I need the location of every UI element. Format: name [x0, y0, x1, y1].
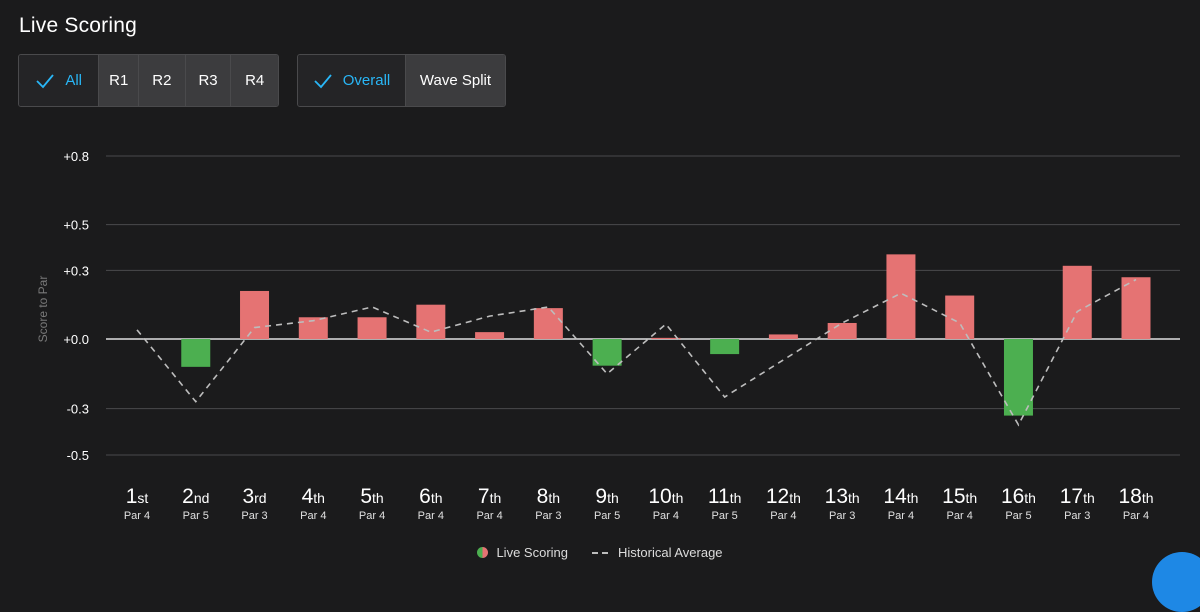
- x-tick-label: 6th: [419, 485, 442, 508]
- bar: [1062, 265, 1092, 339]
- legend-label: Live Scoring: [496, 545, 568, 560]
- bar: [240, 290, 270, 339]
- bar: [768, 334, 798, 339]
- round-option-r3[interactable]: R3: [184, 55, 231, 106]
- live-scoring-swatch-icon: [477, 547, 489, 558]
- x-tick-par-label: Par 4: [888, 510, 914, 522]
- page-title: Live Scoring: [19, 14, 137, 37]
- round-option-label: R2: [152, 72, 172, 89]
- x-tick-par-label: Par 3: [535, 510, 561, 522]
- x-tick-par-label: Par 4: [653, 510, 679, 522]
- bar: [181, 339, 211, 367]
- x-tick-par-label: Par 4: [300, 510, 326, 522]
- x-tick-label: 4th: [302, 485, 325, 508]
- help-bubble-button[interactable]: [1152, 552, 1200, 612]
- dashed-line-icon: [592, 551, 612, 554]
- bar: [1121, 277, 1151, 339]
- bar: [1003, 339, 1033, 416]
- bar: [416, 304, 446, 339]
- x-tick-label: 2nd: [182, 485, 209, 508]
- round-option-r4[interactable]: R4: [230, 55, 278, 106]
- bar: [651, 337, 681, 339]
- bar: [357, 317, 387, 339]
- view-option-label: Wave Split: [419, 72, 492, 89]
- x-tick-par-label: Par 3: [1064, 510, 1090, 522]
- y-tick-label: -0.5: [67, 448, 89, 463]
- round-option-label: All: [65, 72, 83, 89]
- x-tick-par-label: Par 5: [594, 510, 620, 522]
- chart-legend: Live Scoring Historical Average: [0, 545, 1200, 560]
- bar: [533, 308, 563, 339]
- x-tick-par-label: Par 4: [418, 510, 444, 522]
- x-tick-label: 16th: [1001, 485, 1036, 508]
- y-tick-label: +0.5: [63, 218, 89, 233]
- x-tick-par-label: Par 4: [770, 510, 796, 522]
- bar: [475, 332, 505, 339]
- bar: [827, 322, 857, 339]
- bar: [710, 339, 740, 355]
- legend-label: Historical Average: [618, 545, 723, 560]
- x-tick-label: 14th: [883, 485, 918, 508]
- x-tick-label: 12th: [766, 485, 801, 508]
- round-option-label: R4: [245, 72, 265, 89]
- view-option-overall[interactable]: Overall: [298, 55, 405, 106]
- x-tick-label: 18th: [1118, 485, 1153, 508]
- y-axis-label: Score to Par: [36, 276, 50, 343]
- x-tick-label: 9th: [595, 485, 618, 508]
- round-option-label: R1: [109, 72, 129, 89]
- x-tick-label: 8th: [537, 485, 560, 508]
- view-option-label: Overall: [342, 72, 391, 89]
- x-tick-label: 13th: [825, 485, 860, 508]
- x-tick-label: 1st: [126, 485, 149, 508]
- x-tick-label: 3rd: [242, 485, 266, 508]
- x-tick-par-label: Par 4: [1123, 510, 1149, 522]
- round-option-label: R3: [198, 72, 218, 89]
- x-tick-par-label: Par 3: [829, 510, 855, 522]
- round-filter: All R1 R2 R3 R4: [18, 54, 279, 107]
- x-tick-par-label: Par 4: [124, 510, 150, 522]
- x-tick-label: 7th: [478, 485, 501, 508]
- x-tick-par-label: Par 4: [359, 510, 385, 522]
- x-tick-label: 17th: [1060, 485, 1095, 508]
- x-tick-par-label: Par 3: [241, 510, 267, 522]
- round-option-r2[interactable]: R2: [138, 55, 185, 106]
- bar: [945, 295, 975, 339]
- x-tick-label: 10th: [648, 485, 683, 508]
- round-option-all[interactable]: All: [19, 55, 99, 106]
- x-tick-par-label: Par 4: [476, 510, 502, 522]
- y-tick-label: -0.3: [67, 402, 89, 417]
- x-tick-par-label: Par 5: [1005, 510, 1031, 522]
- x-tick-par-label: Par 4: [947, 510, 973, 522]
- check-icon: [314, 73, 332, 88]
- check-icon: [36, 73, 55, 88]
- view-filter: Overall Wave Split: [297, 54, 506, 107]
- x-tick-par-label: Par 5: [711, 510, 737, 522]
- bar: [298, 317, 328, 339]
- x-tick-label: 11th: [708, 485, 742, 508]
- historical-average-line: [136, 278, 1137, 427]
- x-tick-label: 5th: [360, 485, 383, 508]
- score-chart: +0.8 +0.5 +0.3 +0.0 -0.3 -0.5 Score to Par 1st P…: [36, 149, 1180, 522]
- x-tick-par-label: Par 5: [183, 510, 209, 522]
- legend-item-historical-average[interactable]: Historical Average: [592, 545, 723, 560]
- round-option-r1[interactable]: R1: [98, 55, 139, 106]
- x-tick-label: 15th: [942, 485, 977, 508]
- y-tick-label: +0.0: [63, 332, 89, 347]
- legend-item-live-scoring[interactable]: Live Scoring: [477, 545, 568, 560]
- bar: [886, 254, 916, 339]
- bar: [592, 339, 622, 366]
- y-tick-label: +0.8: [63, 149, 89, 164]
- y-tick-label: +0.3: [63, 263, 89, 278]
- view-option-wave-split[interactable]: Wave Split: [404, 55, 505, 106]
